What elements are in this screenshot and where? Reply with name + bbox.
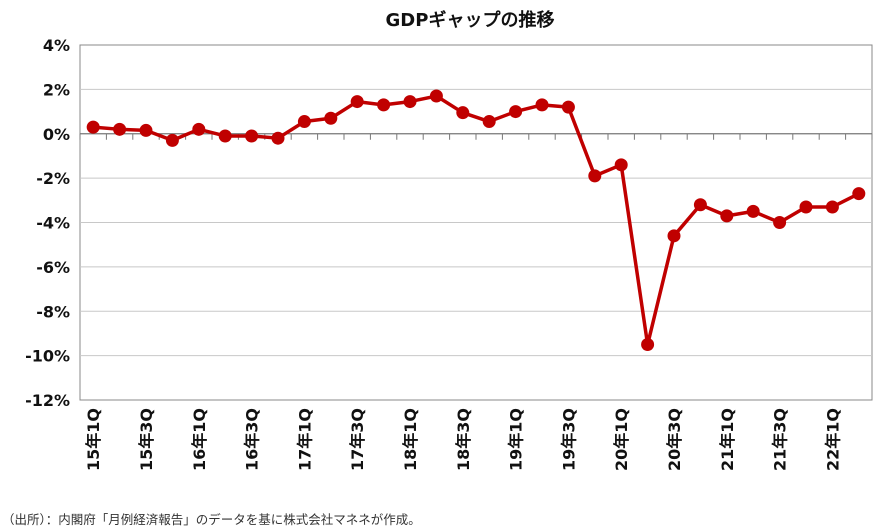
y-tick-label: 4%	[43, 36, 70, 55]
data-point	[113, 122, 127, 136]
data-point	[350, 95, 364, 109]
data-point	[641, 338, 655, 352]
data-point	[192, 122, 206, 136]
data-point	[799, 200, 813, 214]
data-point	[86, 120, 100, 134]
y-tick-label: 2%	[43, 80, 70, 99]
x-tick-label: 20年1Q	[612, 408, 631, 471]
y-tick-label: -2%	[36, 169, 70, 188]
x-tick-label: 21年3Q	[771, 408, 790, 471]
data-point	[324, 111, 338, 125]
data-point	[614, 158, 628, 172]
data-point	[535, 98, 549, 112]
x-tick-label: 19年3Q	[559, 408, 578, 471]
data-point	[403, 95, 417, 109]
data-point	[271, 131, 285, 145]
y-tick-label: -10%	[25, 347, 70, 366]
y-tick-label: -4%	[36, 214, 70, 233]
chart-title: GDPギャップの推移	[386, 9, 555, 31]
data-point	[588, 169, 602, 183]
x-tick-label: 21年1Q	[718, 408, 737, 471]
data-point	[667, 229, 681, 243]
x-tick-label: 18年3Q	[454, 408, 473, 471]
data-point	[852, 187, 866, 201]
x-tick-label: 22年1Q	[823, 408, 842, 471]
x-tick-label: 17年3Q	[348, 408, 367, 471]
data-point	[297, 115, 311, 129]
data-point	[773, 216, 787, 229]
data-point	[561, 100, 575, 114]
y-tick-label: -8%	[36, 302, 70, 321]
data-point	[377, 98, 391, 112]
y-tick-label: -12%	[25, 391, 70, 410]
data-point	[720, 209, 734, 223]
data-point	[429, 89, 443, 103]
data-point	[165, 133, 179, 147]
data-point	[218, 129, 232, 143]
data-point	[746, 204, 760, 218]
source-note: （出所）：内閣府「月例経済報告」のデータを基に株式会社マネネが作成。	[2, 512, 421, 527]
data-point	[456, 106, 470, 120]
y-axis-labels: 4% 2% 0% -2% -4% -6% -8% -10% -12%	[25, 36, 70, 410]
gridlines	[79, 88, 873, 357]
x-axis-labels: 15年1Q 15年3Q 16年1Q 16年3Q 17年1Q 17年3Q 18年1Q 18年3Q…	[84, 408, 842, 471]
x-tick-label: 15年3Q	[137, 408, 156, 471]
data-point	[482, 115, 496, 129]
data-point	[825, 200, 839, 214]
x-tick-label: 20年3Q	[665, 408, 684, 471]
x-tick-label: 17年1Q	[295, 408, 314, 471]
data-point	[509, 105, 523, 119]
data-point	[139, 123, 153, 137]
series-group	[86, 89, 866, 352]
x-tick-label: 15年1Q	[84, 408, 103, 471]
y-tick-label: -6%	[36, 258, 70, 277]
x-tick-label: 16年1Q	[190, 408, 209, 471]
x-tick-label: 19年1Q	[507, 408, 526, 471]
x-tick-label: 18年1Q	[401, 408, 420, 471]
x-tick-label: 16年3Q	[243, 408, 262, 471]
data-point	[693, 198, 707, 212]
y-tick-label: 0%	[43, 125, 70, 144]
data-point	[245, 129, 259, 143]
